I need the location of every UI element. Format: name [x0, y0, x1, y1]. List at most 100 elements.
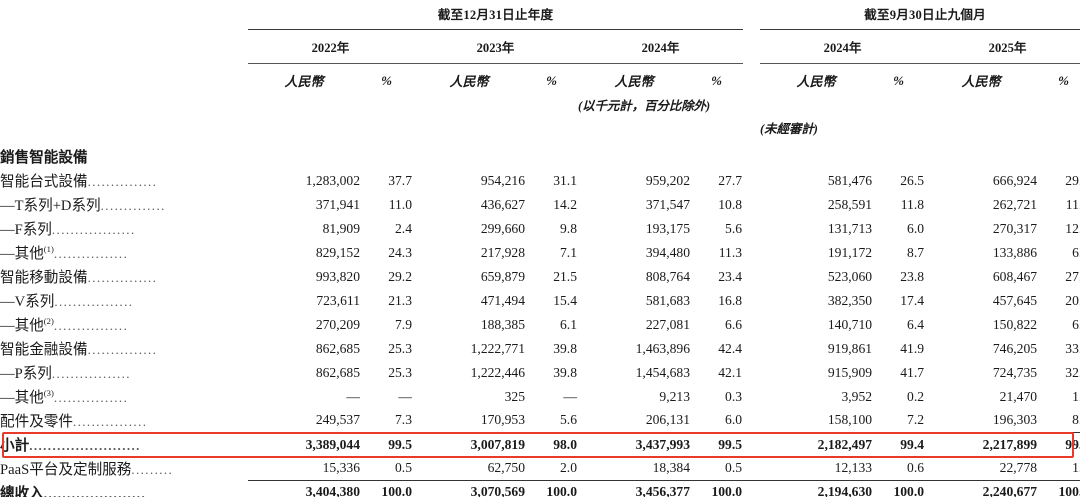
- header-percent-2025-nine: %: [1058, 72, 1069, 88]
- row-label-text: 智能移動設備: [0, 270, 88, 286]
- cell-amount: 3,404,380: [248, 480, 360, 497]
- row-label-text: —其他: [0, 318, 44, 334]
- header-group-row: 截至12月31日止年度 截至9月30日止九個月: [0, 0, 1080, 30]
- cell-percent: 7.3: [395, 412, 412, 428]
- section-title: 銷售智能設備: [0, 150, 88, 166]
- section-blank-cell: [925, 143, 1037, 169]
- cell-percent: 39.8: [553, 340, 577, 356]
- audit-note: (未經審計): [760, 122, 818, 136]
- column-gap: [743, 193, 760, 217]
- cell-percent: 1.0: [1072, 388, 1080, 404]
- cell-amount: 581,683: [645, 292, 690, 308]
- cell-percent: 5.6: [725, 220, 743, 236]
- header-audit-note-row: (未經審計): [0, 116, 1080, 139]
- row-label-text: 智能金融設備: [0, 342, 88, 358]
- header-year-2023: 2023年: [413, 29, 578, 64]
- cell-amount: 919,861: [827, 340, 873, 356]
- column-gap: [743, 265, 760, 289]
- cell-percent: 42.4: [718, 340, 743, 356]
- row-label-text: PaaS平台及定制服務: [0, 462, 132, 478]
- cell-percent: 41.9: [900, 340, 925, 356]
- cell-percent: 15.4: [553, 292, 577, 308]
- column-gap: [743, 169, 760, 193]
- cell-percent: 0.2: [907, 388, 925, 404]
- leader-dots: ......................: [43, 486, 147, 497]
- cell-percent: 42.1: [718, 364, 743, 380]
- cell-percent: 24.3: [388, 244, 412, 260]
- header-currency-2025-nine: 人民幣: [961, 74, 1001, 89]
- unit-note-blank: [0, 93, 578, 116]
- subtotal-row: 小計........................ 3,389,044 99.5 3…: [0, 432, 1080, 457]
- grand-total-row: 總收入...................... 3,404,380 100.0 3…: [0, 480, 1080, 497]
- cell-amount: 188,385: [480, 316, 525, 332]
- leader-dots: .................: [51, 366, 131, 381]
- cell-amount: 1,283,002: [305, 172, 360, 188]
- cell-amount: 227,081: [645, 316, 690, 332]
- row-label-text: 配件及零件: [0, 414, 73, 430]
- cell-amount: 3,389,044: [248, 432, 360, 457]
- cell-amount: 915,909: [827, 364, 873, 380]
- header-percent-2024-nine: %: [893, 72, 904, 88]
- cell-amount: 954,216: [480, 172, 525, 188]
- cell-percent: 0.5: [725, 460, 743, 476]
- cell-amount: 270,209: [315, 316, 360, 332]
- cell-percent: 0.5: [395, 460, 412, 476]
- leader-dots: ................: [53, 318, 129, 333]
- cell-percent: 16.8: [718, 292, 743, 308]
- cell-percent: 5.6: [560, 412, 577, 428]
- cell-percent: 39.8: [553, 364, 577, 380]
- header-year-2022: 2022年: [248, 29, 413, 64]
- column-gap: [743, 217, 760, 241]
- cell-percent: 0.6: [907, 460, 925, 476]
- row-label: —其他(1)................: [0, 241, 248, 265]
- cell-amount: 325: [504, 388, 525, 404]
- row-label-text: 總收入: [0, 486, 44, 497]
- cell-percent: 6.0: [907, 220, 925, 236]
- cell-amount: 371,941: [315, 196, 360, 212]
- row-label: —P系列.................: [0, 361, 248, 385]
- cell-percent: 21.3: [388, 292, 412, 308]
- cell-amount: 21,470: [999, 388, 1038, 404]
- header-year-gap: [743, 30, 760, 64]
- cell-percent: 6.6: [725, 316, 743, 332]
- header-unit-note-row: (以千元計，百分比除外): [0, 93, 1080, 116]
- footnote-marker: (2): [43, 316, 54, 327]
- cell-amount: 150,822: [992, 316, 1038, 332]
- column-gap: [743, 289, 760, 313]
- cell-percent: 17.4: [900, 292, 925, 308]
- cell-percent: 25.3: [388, 364, 412, 380]
- leader-dots: ........................: [29, 438, 141, 453]
- cell-amount: 993,820: [315, 268, 360, 284]
- section-heading-row: 銷售智能設備: [0, 143, 1080, 169]
- cell-percent: 6.1: [560, 316, 577, 332]
- cell-amount: 270,317: [992, 220, 1038, 236]
- header-year-blank: [0, 30, 248, 64]
- cell-percent: 0.3: [725, 388, 743, 404]
- leader-dots: ................: [53, 390, 129, 405]
- table-row: —P系列................. 862,685 25.3 1,222,44…: [0, 361, 1080, 385]
- cell-percent: 7.9: [395, 316, 412, 332]
- header-currency-2024-annual: 人民幣: [614, 74, 654, 89]
- table-row: —V系列................. 723,611 21.3 471,494 1…: [0, 289, 1080, 313]
- cell-percent: 27.1: [1065, 268, 1080, 284]
- column-gap: [743, 409, 760, 433]
- cell-amount: 12,133: [834, 460, 873, 476]
- column-gap: [743, 480, 761, 497]
- cell-percent: 41.7: [900, 364, 925, 380]
- table-row: —F系列.................. 81,909 2.4 299,660 9.…: [0, 217, 1080, 241]
- row-label: —其他(2)................: [0, 313, 248, 337]
- cell-amount: 196,303: [992, 412, 1038, 428]
- cell-amount: 394,480: [645, 244, 690, 260]
- cell-percent: 99.5: [690, 432, 744, 457]
- cell-percent: 29.2: [388, 268, 412, 284]
- cell-percent: 23.8: [900, 268, 925, 284]
- column-gap: [743, 385, 760, 409]
- row-label-text: 小計: [0, 438, 30, 454]
- row-label: PaaS平台及定制服務.........: [0, 457, 248, 481]
- cell-percent: 2.0: [560, 460, 577, 476]
- row-label-text: —其他: [0, 390, 44, 406]
- cell-percent: 12.1: [1065, 220, 1080, 236]
- cell-amount: 249,537: [315, 412, 360, 428]
